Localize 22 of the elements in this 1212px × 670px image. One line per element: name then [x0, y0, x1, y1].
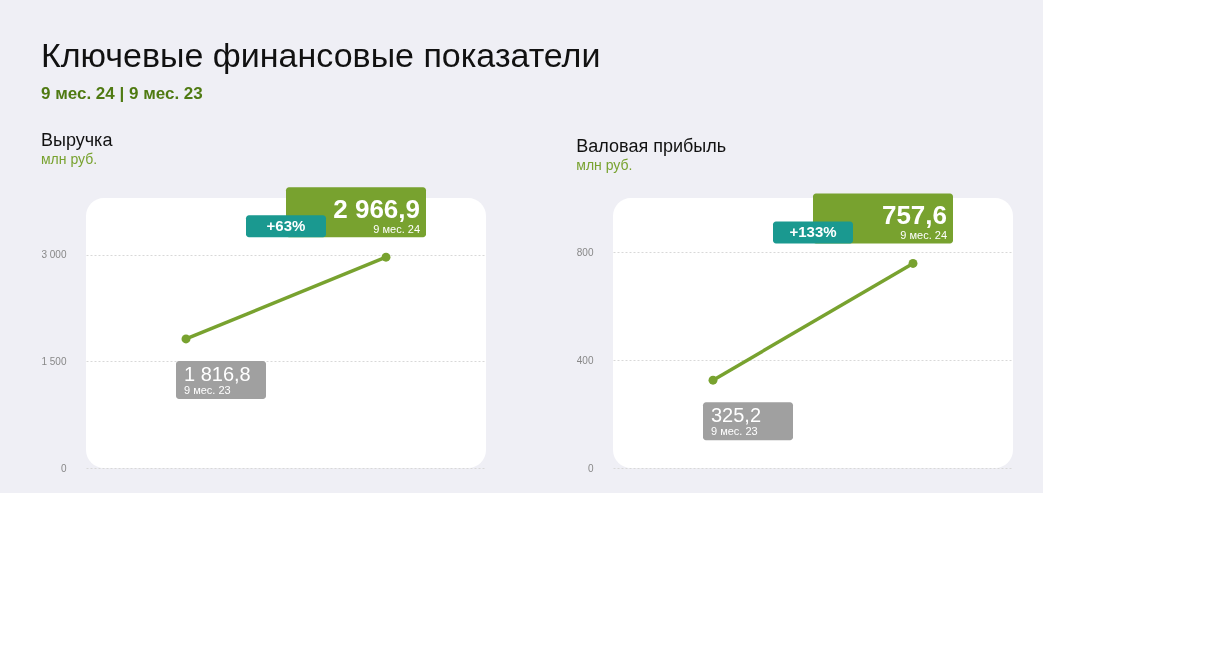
text: Ключевые финансовые показатели [40, 36, 601, 75]
y-tick-label: 1 500 [41, 355, 67, 367]
x-tick-label: 9 мес. 24 [373, 223, 420, 236]
data-label: 325,2 [711, 404, 762, 427]
y-tick-label: 0 [587, 462, 594, 474]
x-tick-label: 9 мес. 23 [711, 425, 758, 438]
y-tick-label: 3 000 [41, 249, 67, 261]
y-axis-title: млн руб. [576, 157, 633, 174]
x-tick-label: 9 мес. 24 [900, 229, 947, 242]
annotation: +63% [266, 217, 306, 235]
x-tick-label: 9 мес. 23 [184, 383, 231, 396]
y-tick-label: 0 [60, 462, 67, 474]
data-label: 2 966,9 [333, 194, 420, 225]
chart-title: Валовая прибыль [576, 136, 727, 157]
y-tick-label: 400 [576, 354, 594, 366]
text: 9 мес. 24 | 9 мес. 23 [40, 84, 203, 104]
data-label: 1 816,8 [184, 362, 251, 385]
y-axis-title: млн руб. [40, 151, 98, 168]
chart-title: Выручка [40, 130, 114, 151]
annotation: +133% [789, 223, 837, 241]
y-tick-label: 800 [576, 246, 594, 258]
data-label: 757,6 [881, 200, 947, 231]
